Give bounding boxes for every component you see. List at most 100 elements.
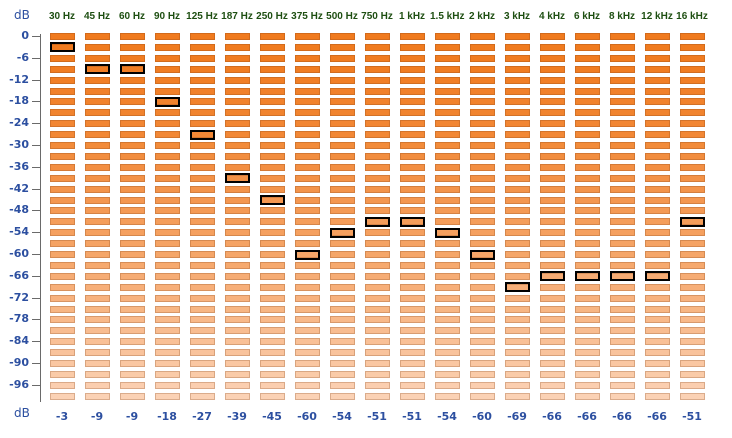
band-segment [120, 152, 145, 160]
band-segment [610, 65, 635, 73]
band-segment [155, 381, 180, 389]
band-segment [295, 196, 320, 204]
peak-marker [85, 64, 110, 75]
y-tick-mark [32, 210, 41, 212]
band-segment [225, 207, 250, 215]
band-segment [50, 240, 75, 248]
band-segment [470, 294, 495, 302]
peak-value-label: -69 [507, 410, 527, 423]
band-segment [470, 33, 495, 40]
band-segment [85, 207, 110, 215]
y-tick-label: -18 [9, 94, 29, 108]
band-segment [260, 65, 285, 73]
band-segment [505, 381, 530, 389]
band-segment [85, 142, 110, 149]
band-segment [540, 54, 565, 62]
band-segment [575, 360, 600, 367]
band-segment [330, 185, 355, 193]
band-segment [575, 163, 600, 171]
band-segment [400, 392, 425, 400]
band-segment [155, 349, 180, 357]
peak-value-label: -39 [227, 410, 247, 423]
band-segment [50, 33, 75, 40]
band-segment [85, 316, 110, 324]
band-segment [225, 65, 250, 73]
peak-value-label: -51 [682, 410, 702, 423]
band-segment [610, 185, 635, 193]
band-segment [645, 33, 670, 40]
frequency-label: 4 kHz [538, 11, 566, 22]
band-segment [540, 338, 565, 346]
band-segment [400, 98, 425, 106]
band-segment [330, 360, 355, 367]
band-segment [435, 207, 460, 215]
band-segment [645, 109, 670, 117]
band-segment [645, 218, 670, 226]
band-segment [155, 120, 180, 128]
band-segment [645, 316, 670, 324]
band-segment [190, 142, 215, 149]
band-segment [155, 131, 180, 139]
band-segment [680, 360, 705, 367]
band-segment [470, 283, 495, 291]
band-segment [400, 327, 425, 335]
band-segment [645, 65, 670, 73]
y-tick-label: -36 [9, 159, 29, 173]
band-segment [120, 218, 145, 226]
band-segment [260, 261, 285, 269]
band-segment [505, 327, 530, 335]
band-segment [610, 261, 635, 269]
band-segment [470, 327, 495, 335]
band-segment [155, 218, 180, 226]
band-segment [435, 349, 460, 357]
band-segment [645, 261, 670, 269]
band-segment [540, 87, 565, 95]
band-segment [505, 240, 530, 248]
band-segment [365, 316, 390, 324]
band-segment [575, 87, 600, 95]
band-segment [540, 370, 565, 378]
band-segment [190, 185, 215, 193]
band-segment [575, 109, 600, 117]
band-segment [575, 392, 600, 400]
band-segment [50, 76, 75, 84]
band-segment [225, 261, 250, 269]
band-segment [610, 174, 635, 182]
band-segment [400, 163, 425, 171]
band-segment [400, 240, 425, 248]
band-segment [365, 338, 390, 346]
band-segment [540, 174, 565, 182]
band-segment [610, 229, 635, 237]
band-segment [470, 109, 495, 117]
band-segment [50, 370, 75, 378]
band-segment [295, 87, 320, 95]
band-segment [470, 163, 495, 171]
band-segment [330, 338, 355, 346]
band-segment [260, 381, 285, 389]
band-segment [330, 109, 355, 117]
y-tick-label: -30 [9, 138, 29, 151]
band-segment [645, 163, 670, 171]
band-segment [400, 207, 425, 215]
band-segment [295, 163, 320, 171]
band-segment [190, 392, 215, 400]
band-segment [155, 283, 180, 291]
band-segment [155, 43, 180, 51]
band-segment [680, 240, 705, 248]
band-segment [85, 152, 110, 160]
band-segment [190, 381, 215, 389]
band-segment [155, 316, 180, 324]
band-segment [190, 327, 215, 335]
frequency-label: 8 kHz [608, 11, 636, 22]
band-segment [435, 381, 460, 389]
band-segment [50, 65, 75, 73]
band-segment [365, 240, 390, 248]
band-segment [470, 360, 495, 367]
band-segment [400, 120, 425, 128]
band-segment [680, 43, 705, 51]
band-segment [225, 98, 250, 106]
band-segment [505, 76, 530, 84]
band-segment [575, 174, 600, 182]
y-tick-label: 0 [21, 29, 29, 42]
band-segment [645, 152, 670, 160]
